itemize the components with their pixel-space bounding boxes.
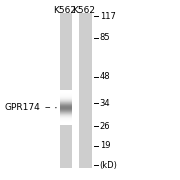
Text: 48: 48 [100,72,110,81]
Bar [60,13,72,168]
Text: --: -- [44,103,51,112]
Text: 26: 26 [100,122,110,131]
Bar [79,13,92,168]
Text: K562: K562 [53,6,76,15]
Text: 85: 85 [100,33,110,42]
Text: GPR174: GPR174 [5,103,41,112]
Text: K562: K562 [72,6,95,15]
Text: 117: 117 [100,12,116,21]
Text: (kD): (kD) [100,161,118,170]
Text: 34: 34 [100,99,110,108]
Text: 19: 19 [100,141,110,150]
